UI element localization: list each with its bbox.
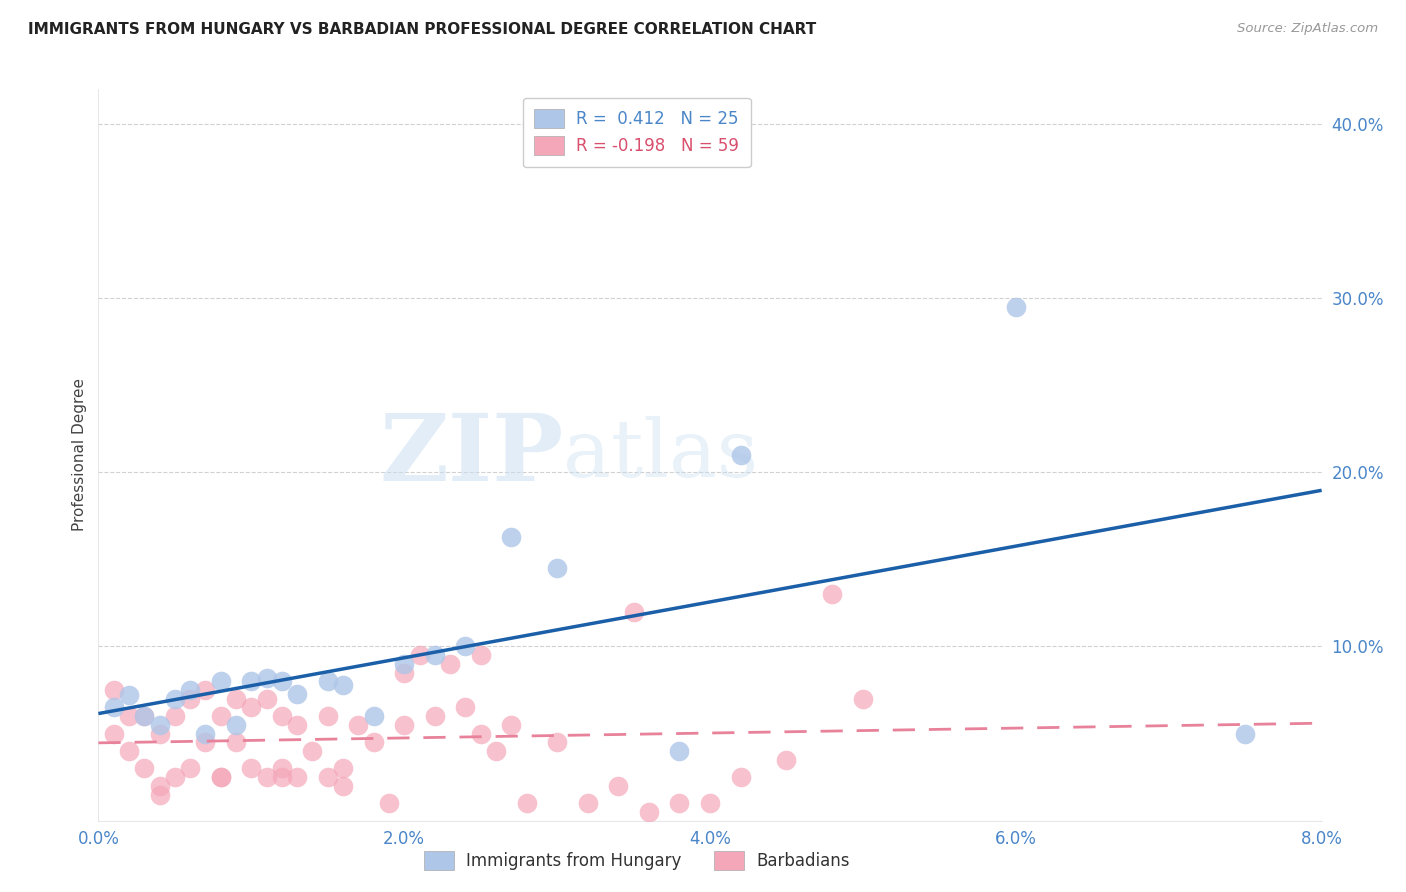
- Point: [256, 770, 278, 784]
- Point: [149, 726, 172, 740]
- Point: [285, 718, 308, 732]
- Point: [179, 691, 201, 706]
- Point: [775, 753, 797, 767]
- Point: [256, 691, 278, 706]
- Point: [240, 674, 263, 689]
- Point: [163, 709, 186, 723]
- Point: [332, 678, 354, 692]
- Point: [270, 709, 294, 723]
- Point: [285, 770, 308, 784]
- Point: [501, 718, 523, 732]
- Point: [637, 805, 661, 819]
- Point: [256, 671, 278, 685]
- Point: [285, 686, 308, 700]
- Point: [332, 761, 354, 775]
- Point: [392, 657, 416, 671]
- Point: [194, 683, 217, 698]
- Point: [668, 744, 690, 758]
- Point: [270, 770, 294, 784]
- Point: [852, 691, 875, 706]
- Point: [103, 683, 125, 698]
- Point: [730, 770, 752, 784]
- Point: [623, 605, 645, 619]
- Point: [546, 735, 568, 749]
- Text: IMMIGRANTS FROM HUNGARY VS BARBADIAN PROFESSIONAL DEGREE CORRELATION CHART: IMMIGRANTS FROM HUNGARY VS BARBADIAN PRO…: [28, 22, 817, 37]
- Point: [392, 718, 416, 732]
- Point: [546, 561, 568, 575]
- Point: [347, 718, 370, 732]
- Point: [485, 744, 508, 758]
- Point: [576, 796, 599, 810]
- Point: [225, 691, 247, 706]
- Point: [423, 648, 446, 663]
- Point: [225, 735, 247, 749]
- Point: [149, 788, 172, 802]
- Point: [607, 779, 630, 793]
- Point: [179, 683, 201, 698]
- Point: [118, 688, 141, 702]
- Point: [103, 726, 125, 740]
- Point: [134, 709, 156, 723]
- Point: [118, 744, 141, 758]
- Point: [240, 761, 263, 775]
- Point: [163, 691, 186, 706]
- Point: [270, 674, 294, 689]
- Point: [149, 779, 172, 793]
- Point: [301, 744, 323, 758]
- Point: [149, 718, 172, 732]
- Point: [378, 796, 401, 810]
- Point: [270, 761, 294, 775]
- Point: [470, 726, 492, 740]
- Point: [363, 709, 385, 723]
- Point: [454, 700, 477, 714]
- Point: [209, 770, 232, 784]
- Point: [699, 796, 721, 810]
- Text: ZIP: ZIP: [380, 410, 564, 500]
- Point: [1004, 300, 1026, 314]
- Point: [118, 709, 141, 723]
- Point: [363, 735, 385, 749]
- Point: [103, 700, 125, 714]
- Point: [501, 530, 523, 544]
- Text: atlas: atlas: [564, 416, 758, 494]
- Point: [332, 779, 354, 793]
- Point: [316, 709, 339, 723]
- Point: [209, 674, 232, 689]
- Point: [240, 700, 263, 714]
- Point: [408, 648, 430, 663]
- Point: [454, 640, 477, 654]
- Point: [316, 674, 339, 689]
- Point: [821, 587, 844, 601]
- Point: [423, 709, 446, 723]
- Point: [668, 796, 690, 810]
- Point: [134, 709, 156, 723]
- Point: [209, 770, 232, 784]
- Point: [439, 657, 461, 671]
- Point: [392, 665, 416, 680]
- Point: [194, 735, 217, 749]
- Text: Source: ZipAtlas.com: Source: ZipAtlas.com: [1237, 22, 1378, 36]
- Point: [1234, 726, 1257, 740]
- Y-axis label: Professional Degree: Professional Degree: [72, 378, 87, 532]
- Point: [516, 796, 538, 810]
- Point: [134, 761, 156, 775]
- Point: [163, 770, 186, 784]
- Point: [470, 648, 492, 663]
- Point: [225, 718, 247, 732]
- Point: [316, 770, 339, 784]
- Legend: Immigrants from Hungary, Barbadians: Immigrants from Hungary, Barbadians: [412, 839, 860, 882]
- Point: [209, 709, 232, 723]
- Point: [194, 726, 217, 740]
- Point: [730, 448, 752, 462]
- Point: [179, 761, 201, 775]
